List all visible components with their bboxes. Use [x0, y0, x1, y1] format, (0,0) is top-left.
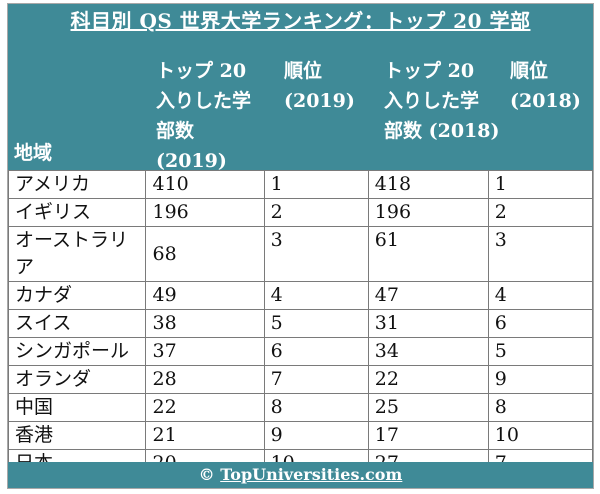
table-frame — [7, 3, 594, 489]
header-region: 地域 — [14, 142, 53, 164]
table-row: アメリカ 410 1 418 1 — [7, 170, 594, 199]
region-cell: イギリス — [7, 198, 147, 227]
rank-2019-cell: 5 — [263, 309, 369, 338]
region-cell: オランダ — [7, 365, 147, 394]
copyright-symbol: © — [198, 465, 215, 484]
table-row: 香港 21 9 17 10 — [7, 421, 594, 450]
rank-2019-cell: 9 — [263, 421, 369, 450]
count-2018-cell: 418 — [367, 170, 489, 199]
count-2019-cell: 28 — [145, 365, 265, 394]
header-count-2018: トップ 20 入りした学 部数 (2018) — [384, 60, 500, 142]
table-row: 中国 22 8 25 8 — [7, 393, 594, 422]
count-2018-cell: 22 — [367, 365, 489, 394]
rank-2018-cell: 5 — [487, 337, 594, 366]
rank-2018-cell: 2 — [487, 198, 594, 227]
count-2019-cell: 410 — [145, 170, 265, 199]
rank-2018-cell: 9 — [487, 365, 594, 394]
header-rank-2019: 順位 (2019) — [284, 60, 355, 112]
table-footer: © TopUniversities.com — [8, 462, 593, 488]
count-2018-cell: 31 — [367, 309, 489, 338]
ranking-table: アメリカ 410 1 418 1 イギリス 196 2 196 2 オーストラリア 68 3 61 3 カナダ… — [7, 170, 594, 478]
region-cell: カナダ — [7, 281, 147, 310]
table-header: 地域 トップ 20 入りした学 部数 (2019) 順位 (2019) トップ … — [8, 38, 593, 172]
rank-2019-cell: 7 — [263, 365, 369, 394]
rank-2019-cell: 4 — [263, 281, 369, 310]
table-row: カナダ 49 4 47 4 — [7, 281, 594, 310]
table-title: 科目別 QS 世界大学ランキング：トップ 20 学部 — [8, 4, 593, 38]
table-row: イギリス 196 2 196 2 — [7, 198, 594, 227]
table-row: スイス 38 5 31 6 — [7, 309, 594, 338]
count-2018-cell: 47 — [367, 281, 489, 310]
count-2019-cell: 22 — [145, 393, 265, 422]
header-count-2019: トップ 20 入りした学 部数 (2019) — [156, 60, 252, 172]
count-2018-cell: 61 — [367, 226, 489, 282]
rank-2018-cell: 8 — [487, 393, 594, 422]
rank-2018-cell: 10 — [487, 421, 594, 450]
rank-2018-cell: 3 — [487, 226, 594, 282]
count-2019-cell: 49 — [145, 281, 265, 310]
count-2019-cell: 38 — [145, 309, 265, 338]
rank-2018-cell: 4 — [487, 281, 594, 310]
region-cell: 中国 — [7, 393, 147, 422]
region-cell: オーストラリア — [7, 226, 147, 282]
rank-2019-cell: 3 — [263, 226, 369, 282]
rank-2019-cell: 8 — [263, 393, 369, 422]
count-2019-cell: 196 — [145, 198, 265, 227]
table-row: シンガポール 37 6 34 5 — [7, 337, 594, 366]
region-cell: シンガポール — [7, 337, 147, 366]
count-2018-cell: 17 — [367, 421, 489, 450]
count-2019-cell: 21 — [145, 421, 265, 450]
region-cell: 香港 — [7, 421, 147, 450]
region-cell: スイス — [7, 309, 147, 338]
count-2018-cell: 25 — [367, 393, 489, 422]
count-2018-cell: 34 — [367, 337, 489, 366]
rank-2019-cell: 6 — [263, 337, 369, 366]
rank-2018-cell: 1 — [487, 170, 594, 199]
table-row: オーストラリア 68 3 61 3 — [7, 226, 594, 282]
count-2018-cell: 196 — [367, 198, 489, 227]
table-row: オランダ 28 7 22 9 — [7, 365, 594, 394]
rank-2019-cell: 1 — [263, 170, 369, 199]
rank-2019-cell: 2 — [263, 198, 369, 227]
count-2019-cell: 37 — [145, 337, 265, 366]
rank-2018-cell: 6 — [487, 309, 594, 338]
count-2019-cell: 68 — [145, 226, 265, 282]
header-rank-2018: 順位 (2018) — [510, 60, 581, 112]
source-link[interactable]: TopUniversities.com — [220, 465, 403, 484]
region-cell: アメリカ — [7, 170, 147, 199]
